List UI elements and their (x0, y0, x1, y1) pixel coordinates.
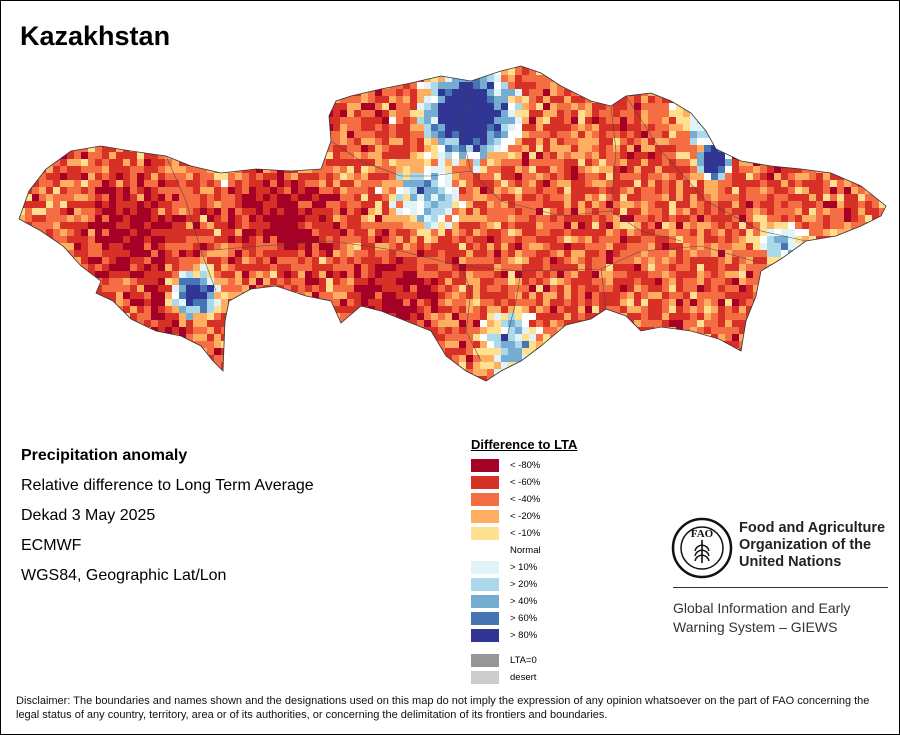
legend-row: > 60% (471, 610, 577, 627)
legend-row: < -20% (471, 508, 577, 525)
fao-name: Food and Agriculture Organization of the… (739, 520, 899, 571)
legend-row: < -40% (471, 491, 577, 508)
legend-swatch (471, 612, 499, 625)
precipitation-anomaly-map (18, 65, 887, 382)
legend-row: > 20% (471, 576, 577, 593)
legend-row: > 40% (471, 593, 577, 610)
legend-row: Normal (471, 542, 577, 559)
legend-extra-row: desert (471, 669, 577, 686)
fao-divider (673, 587, 888, 588)
legend-extra-label: LTA=0 (510, 655, 537, 666)
province-boundaries (165, 80, 807, 362)
info-heading: Precipitation anomaly (21, 447, 188, 464)
legend-swatch (471, 629, 499, 642)
legend-swatch (471, 578, 499, 591)
legend-swatch (471, 561, 499, 574)
legend-label: < -20% (510, 511, 541, 522)
info-line-2: Dekad 3 May 2025 (21, 507, 156, 524)
legend-label: < -10% (510, 528, 541, 539)
map-title: Kazakhstan (20, 21, 171, 51)
legend-swatch (471, 544, 499, 557)
legend-label: > 80% (510, 630, 538, 641)
legend-row: > 10% (471, 559, 577, 576)
legend-swatch (471, 476, 499, 489)
legend-label: > 60% (510, 613, 538, 624)
fao-name-line-1: Food and Agriculture (739, 520, 886, 536)
legend-row: > 80% (471, 627, 577, 644)
legend-swatch (471, 493, 499, 506)
legend-heading: Difference to LTA (471, 437, 578, 452)
legend-extra-swatch (471, 671, 499, 684)
legend-extra: LTA=0 desert (471, 652, 577, 686)
legend-label: > 10% (510, 562, 538, 573)
legend-label: < -60% (510, 477, 541, 488)
info-line-1: Relative difference to Long Term Average (21, 477, 314, 494)
fao-emblem-icon: FAO (671, 517, 733, 579)
legend-swatch (471, 595, 499, 608)
legend-swatch (471, 459, 499, 472)
legend-items: < -80% < -60% < -40% < -20% < -10% Normal > 10… (471, 457, 577, 644)
map-info: Precipitation anomaly Relative differenc… (21, 441, 314, 591)
fao-name-line-3: United Nations (739, 554, 842, 570)
legend-label: < -40% (510, 494, 541, 505)
info-line-3: ECMWF (21, 537, 82, 554)
legend-row: < -60% (471, 474, 577, 491)
disclaimer: Disclaimer: The boundaries and names sho… (16, 695, 870, 721)
legend-label: > 20% (510, 579, 538, 590)
legend-label: > 40% (510, 596, 538, 607)
giews-name: Global Information and Early Warning Sys… (673, 599, 893, 637)
legend-extra-label: desert (510, 672, 537, 683)
legend-extra-row: LTA=0 (471, 652, 577, 669)
legend-row: < -80% (471, 457, 577, 474)
giews-line-2: Warning System – GIEWS (673, 619, 838, 635)
legend-row: < -10% (471, 525, 577, 542)
fao-name-line-2: Organization of the (739, 537, 872, 553)
legend-swatch (471, 510, 499, 523)
legend-label: Normal (510, 545, 541, 556)
legend-swatch (471, 527, 499, 540)
legend: Difference to LTA < -80% < -60% < -40% < -2… (471, 437, 577, 686)
legend-label: < -80% (510, 460, 541, 471)
info-line-4: WGS84, Geographic Lat/Lon (21, 567, 227, 584)
giews-line-1: Global Information and Early (673, 600, 851, 616)
legend-extra-swatch (471, 654, 499, 667)
